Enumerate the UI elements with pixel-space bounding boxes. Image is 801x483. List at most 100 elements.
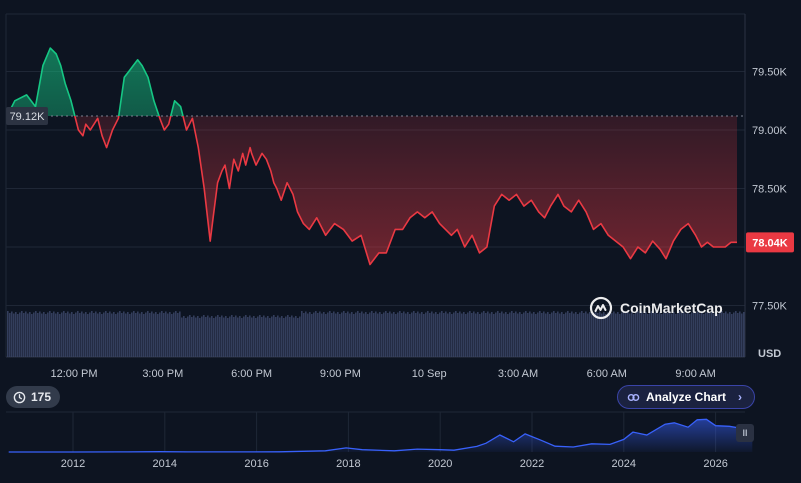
price-line-down (74, 115, 737, 266)
volume-bar (689, 314, 691, 357)
volume-bar (739, 311, 741, 357)
volume-bar (487, 311, 489, 357)
y-tick-label: 79.50K (752, 67, 788, 79)
volume-bar (691, 312, 693, 357)
x-tick-label: 6:00 AM (587, 368, 627, 380)
volume-bar (665, 311, 667, 357)
volume-bar (397, 312, 399, 357)
volume-bar (603, 312, 605, 357)
volume-bar (261, 317, 263, 357)
volume-bar (661, 314, 663, 357)
volume-bar (667, 313, 669, 357)
volume-bar (567, 311, 569, 357)
history-navigator[interactable] (6, 411, 753, 453)
history-year-label: 2016 (244, 458, 268, 470)
volume-bar (645, 312, 647, 357)
history-count: 175 (31, 390, 52, 404)
volume-bar (565, 312, 567, 357)
volume-bar (405, 313, 407, 357)
volume-bar (253, 316, 255, 357)
history-count-badge[interactable]: 175 (6, 386, 61, 408)
volume-bar (701, 312, 703, 357)
volume-bar (215, 316, 217, 357)
x-tick-label: 10 Sep (412, 368, 447, 380)
volume-bar (469, 311, 471, 357)
volume-bar (207, 315, 209, 357)
volume-bar (547, 312, 549, 357)
volume-bar (125, 313, 127, 357)
volume-bar (741, 313, 743, 357)
volume-bar (61, 312, 63, 357)
analyze-chart-button[interactable]: Analyze Chart › (617, 385, 756, 409)
volume-bar (177, 313, 179, 357)
volume-bar (377, 313, 379, 357)
volume-bar (671, 313, 673, 357)
volume-bar (171, 314, 173, 357)
volume-bar (33, 312, 35, 357)
volume-bar (237, 317, 239, 357)
volume-bar (403, 311, 405, 357)
volume-bar (737, 313, 739, 357)
volume-bar (203, 315, 205, 357)
volume-bar (37, 313, 39, 357)
volume-bar (49, 311, 51, 357)
volume-bar (275, 317, 277, 357)
volume-bar (455, 311, 457, 357)
volume-bar (641, 311, 643, 357)
volume-bar (717, 314, 719, 357)
volume-bar (413, 311, 415, 357)
volume-bar (679, 311, 681, 357)
y-tick-label: 78.50K (752, 184, 788, 196)
volume-bar (29, 312, 31, 357)
volume-bar (27, 313, 29, 357)
volume-bar (45, 314, 47, 357)
volume-bar (409, 314, 411, 357)
volume-bar (101, 314, 103, 357)
volume-bar (465, 314, 467, 357)
volume-bar (289, 317, 291, 357)
last-price-tag (746, 232, 794, 253)
volume-bar (581, 311, 583, 357)
volume-bar (219, 317, 221, 357)
volume-bar (95, 311, 97, 357)
volume-bar (169, 312, 171, 357)
volume-bar (89, 312, 91, 357)
volume-bar (167, 313, 169, 357)
volume-bar (293, 317, 295, 357)
volume-bar (131, 312, 133, 357)
volume-bar (217, 315, 219, 357)
volume-bar (375, 311, 377, 357)
volume-bar (345, 313, 347, 357)
volume-bar (185, 318, 187, 357)
volume-bar (349, 313, 351, 357)
volume-bar (57, 312, 59, 357)
volume-bar (195, 317, 197, 357)
volume-bar (387, 313, 389, 357)
volume-bar (365, 312, 367, 357)
price-area (8, 48, 737, 265)
volume-bar (509, 312, 511, 357)
volume-bar (9, 313, 11, 357)
volume-bar (735, 311, 737, 357)
volume-bar (673, 312, 675, 357)
volume-bar (523, 312, 525, 357)
volume-bar (719, 312, 721, 357)
volume-bar (677, 312, 679, 357)
volume-bar (481, 312, 483, 357)
volume-bar (385, 311, 387, 357)
x-tick-label: 3:00 AM (498, 368, 538, 380)
volume-bar (437, 314, 439, 357)
volume-bar (635, 312, 637, 357)
volume-bar (137, 311, 139, 357)
y-tick-label: 77.50K (752, 301, 788, 313)
volume-bar (517, 313, 519, 357)
volume-bar (497, 311, 499, 357)
volume-bar (191, 317, 193, 357)
last-price-label: 78.04K (752, 237, 788, 249)
pause-icon[interactable]: II (736, 424, 754, 442)
volume-bar (657, 313, 659, 357)
volume-bar (79, 313, 81, 357)
